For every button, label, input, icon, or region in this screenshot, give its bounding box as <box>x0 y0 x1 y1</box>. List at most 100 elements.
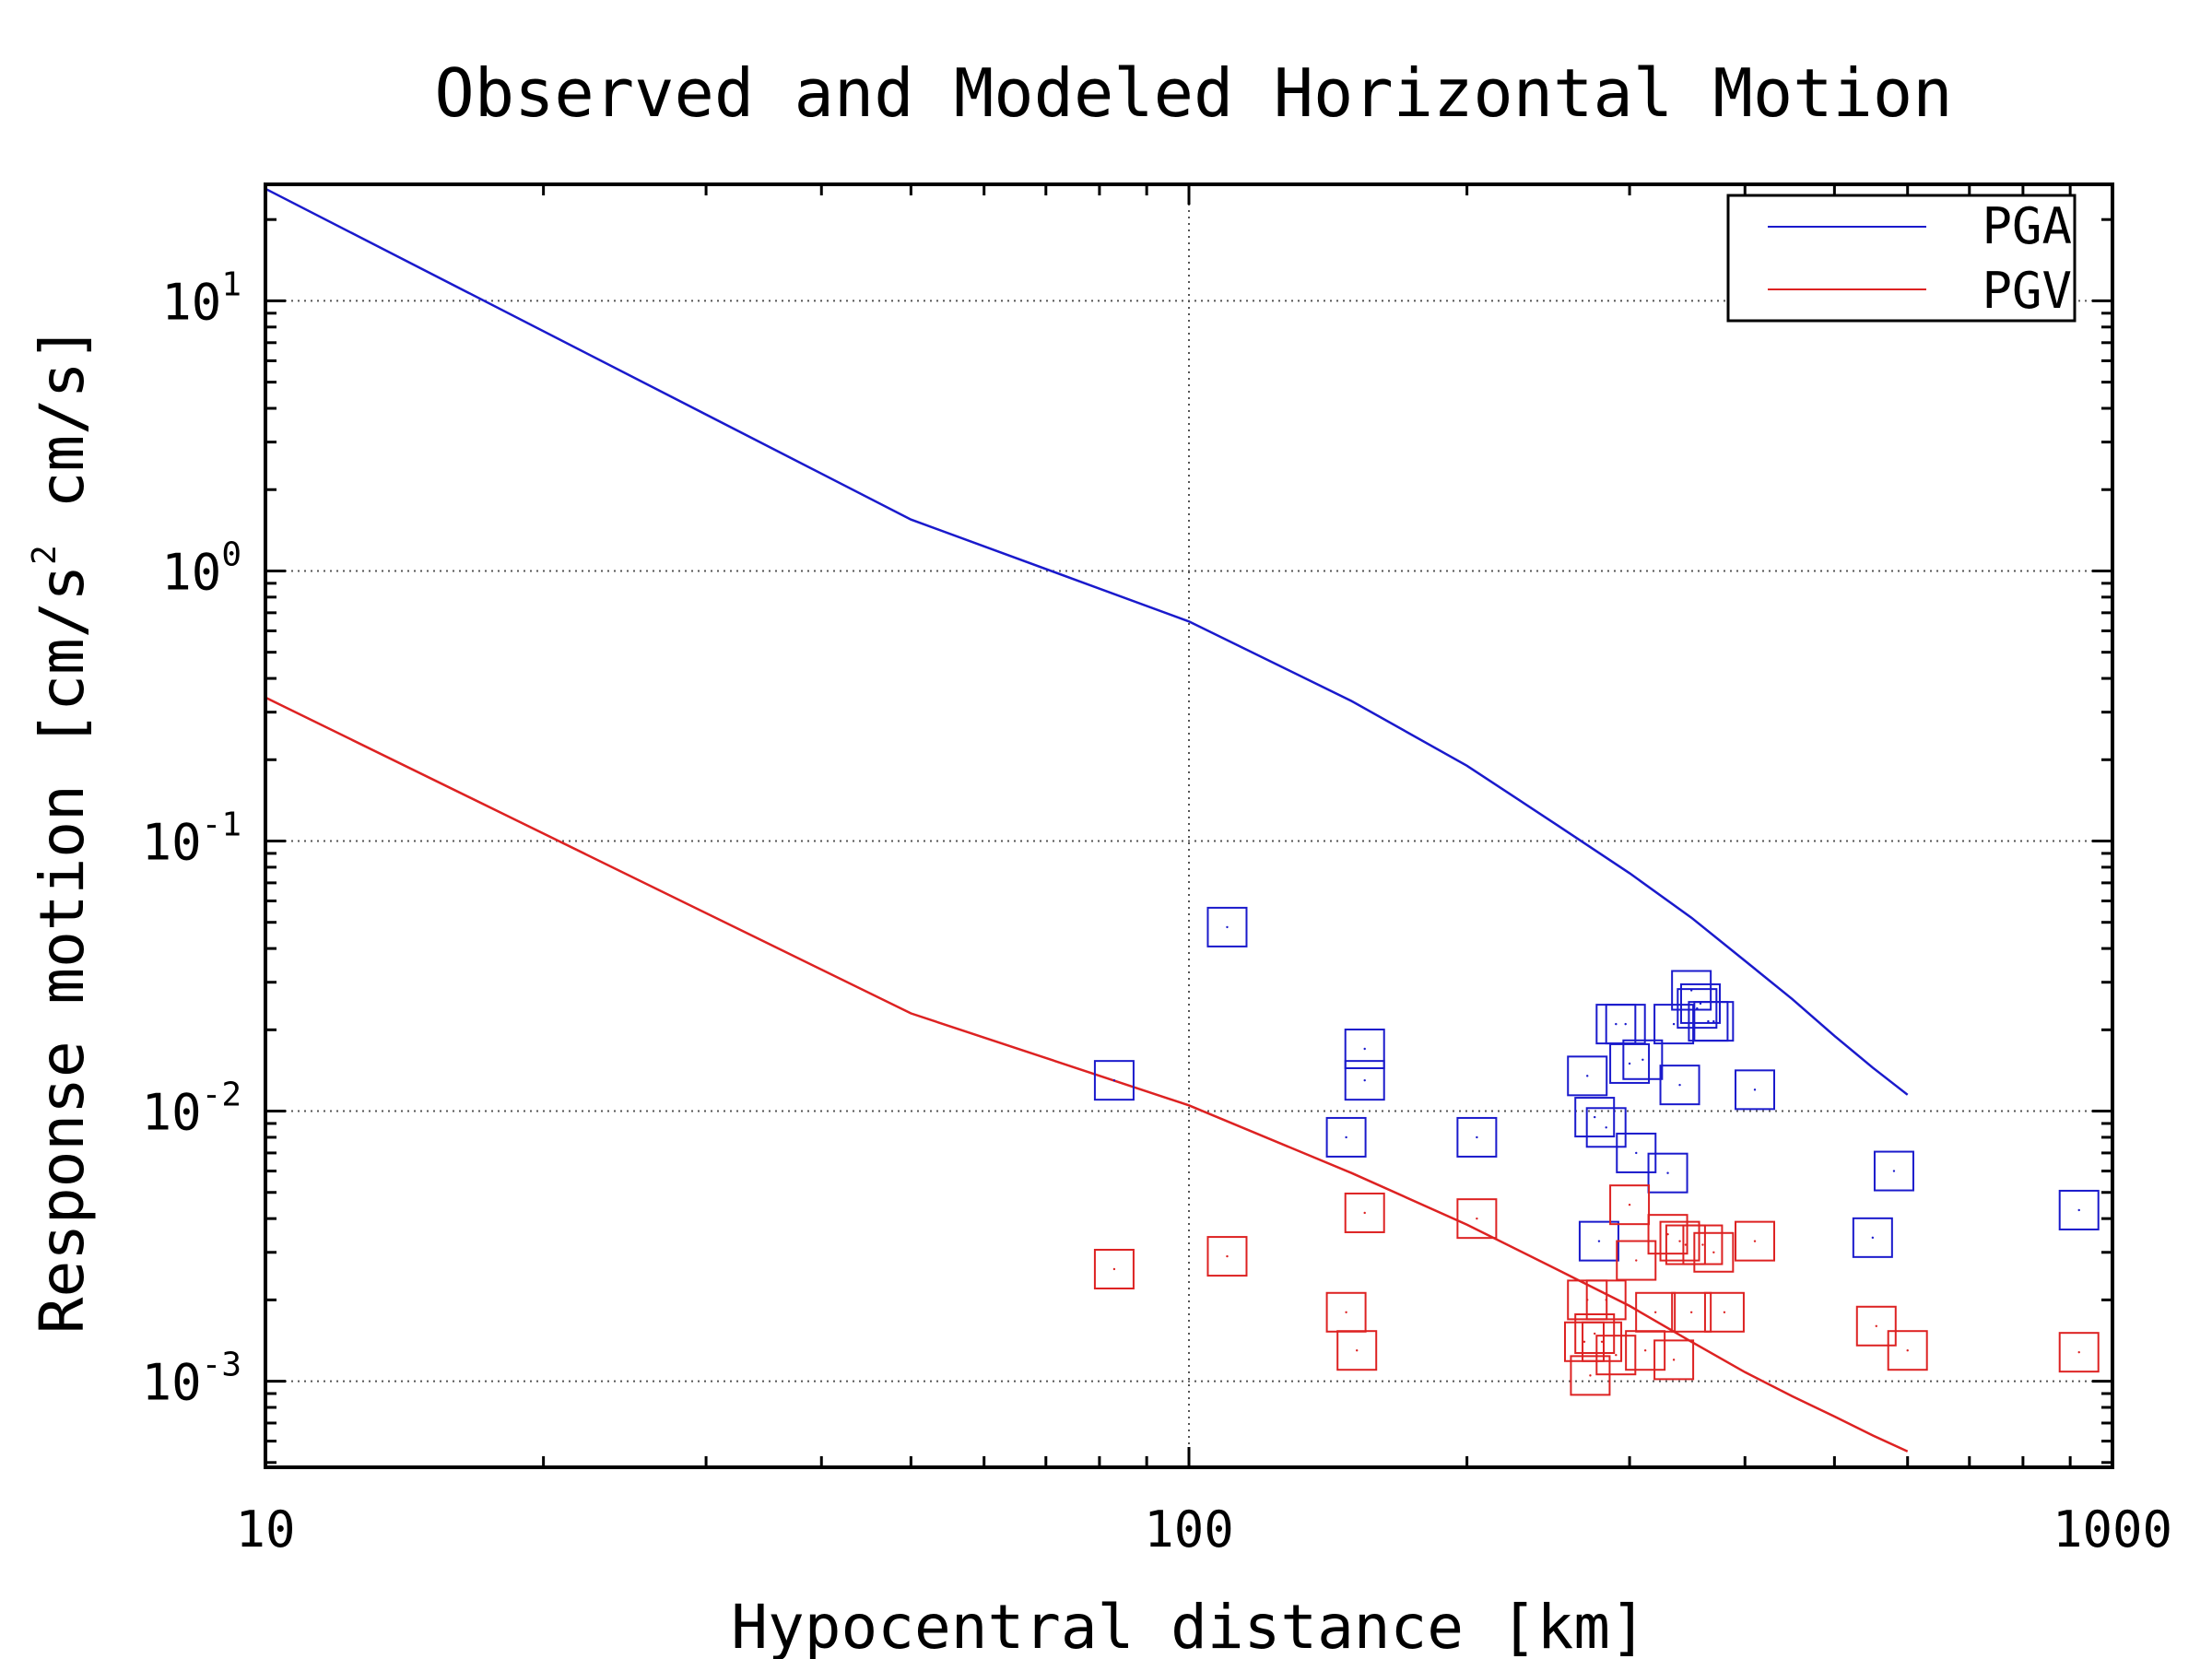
point-center-pgv <box>1689 1311 1693 1313</box>
point-center-pga <box>1628 1062 1631 1065</box>
point-center-pga <box>1672 1022 1676 1026</box>
point-center-pgv <box>1635 1259 1638 1262</box>
point-pga <box>1344 1060 1385 1101</box>
point-pga <box>1693 1001 1735 1042</box>
point-pgv <box>1574 1312 1616 1354</box>
point-center-pgv <box>1672 1359 1676 1361</box>
point-pgv <box>1659 1220 1700 1262</box>
point-center-pga <box>1363 1078 1366 1082</box>
point-pgv <box>1456 1198 1498 1240</box>
point-center-pga <box>1615 1022 1618 1026</box>
y-axis-label-sup: 2 <box>26 545 64 565</box>
point-center-pga <box>1753 1088 1757 1091</box>
point-center-pgv <box>1666 1232 1669 1236</box>
point-pga <box>1735 1069 1776 1111</box>
point-pgv <box>1671 1291 1712 1333</box>
point-pga <box>1206 906 1248 947</box>
point-pgv <box>1344 1192 1385 1233</box>
y-axis-label-main: Response motion [cm/s <box>27 565 98 1334</box>
point-pga <box>1574 1097 1616 1138</box>
legend-label-pgv: PGV <box>1982 262 2072 320</box>
point-center-pga <box>1226 925 1229 929</box>
y-tick-exponent: 0 <box>221 535 241 573</box>
point-pga <box>1679 982 1721 1024</box>
point-center-pga <box>1476 1135 1478 1139</box>
point-pga <box>1677 988 1718 1030</box>
point-pgv <box>1582 1321 1623 1362</box>
legend-label-pga: PGA <box>1982 197 2072 255</box>
y-tick-exponent: -3 <box>202 1347 241 1384</box>
point-center-pgv <box>1345 1311 1347 1313</box>
point-center-pgv <box>1226 1254 1229 1258</box>
point-center-pga <box>1871 1236 1875 1240</box>
point-center-pga <box>1712 1019 1715 1023</box>
x-tick-label: 1000 <box>2053 1500 2172 1559</box>
point-center-pgv <box>1589 1374 1592 1377</box>
point-center-pga <box>1594 1115 1596 1119</box>
point-center-pgv <box>1875 1324 1877 1327</box>
point-center-pga <box>1892 1170 1896 1172</box>
point-center-pgv <box>1906 1348 1909 1352</box>
grid <box>265 184 2112 1467</box>
point-pgv <box>1616 1240 1657 1281</box>
point-pgv <box>2058 1332 2100 1373</box>
point-center-pga <box>1597 1240 1601 1242</box>
chart-title: Observed and Modeled Horizontal Motion <box>434 54 1952 132</box>
point-center-pga <box>1666 1171 1669 1174</box>
point-pga <box>1325 1116 1367 1158</box>
x-tick-label: 100 <box>1144 1500 1234 1559</box>
point-pga <box>1659 1065 1700 1106</box>
y-tick-base: 10 <box>161 543 221 601</box>
point-pgv <box>1585 1279 1627 1321</box>
point-pga <box>2058 1189 2100 1230</box>
point-center-pga <box>1696 1006 1699 1010</box>
point-pga <box>1585 1107 1627 1148</box>
point-center-pgv <box>1476 1217 1478 1220</box>
point-center-pgv <box>1628 1203 1631 1206</box>
y-axis-label-tail: cm/s] <box>27 325 98 545</box>
point-center-pga <box>1363 1047 1366 1051</box>
point-pga <box>1344 1029 1385 1070</box>
y-tick-exponent: 1 <box>221 265 241 303</box>
model-curves <box>265 187 1909 1453</box>
point-pga <box>1647 1152 1688 1194</box>
point-pgv <box>1887 1330 1928 1371</box>
point-pgv <box>1635 1291 1677 1333</box>
point-pgv <box>1609 1184 1651 1226</box>
point-pgv <box>1735 1220 1776 1262</box>
point-center-pgv <box>1678 1240 1681 1242</box>
point-pga <box>1671 970 1712 1011</box>
point-center-pga <box>1586 1075 1589 1077</box>
point-pga <box>1609 1042 1651 1084</box>
y-tick-base: 10 <box>161 273 221 331</box>
point-pga <box>1653 1004 1695 1045</box>
point-center-pgv <box>1653 1311 1657 1313</box>
point-center-pga <box>1624 1022 1627 1026</box>
point-center-pgv <box>2077 1350 2080 1354</box>
point-pga <box>1456 1116 1498 1158</box>
point-pga <box>1852 1217 1893 1258</box>
point-pgv <box>1703 1291 1745 1333</box>
curve-pga <box>265 187 1909 1096</box>
observed-points <box>1093 906 2100 1396</box>
point-pga <box>1567 1055 1608 1097</box>
point-center-pga <box>1112 1078 1116 1082</box>
point-pgv <box>1336 1330 1378 1371</box>
point-pgv <box>1653 1339 1695 1381</box>
point-center-pga <box>1605 1126 1607 1129</box>
point-center-pgv <box>1723 1311 1726 1313</box>
legend: PGA PGV <box>1726 194 2077 323</box>
y-tick-exponent: -2 <box>202 1077 241 1114</box>
y-tick-exponent: -1 <box>202 806 241 843</box>
y-tick-base: 10 <box>142 813 202 871</box>
point-center-pga <box>1635 1151 1638 1155</box>
point-pgv <box>1093 1248 1135 1289</box>
y-tick-base: 10 <box>142 1084 202 1142</box>
point-center-pgv <box>1753 1240 1757 1242</box>
point-center-pga <box>1641 1058 1644 1061</box>
point-center-pga <box>2077 1208 2080 1212</box>
point-center-pgv <box>1605 1299 1607 1301</box>
point-center-pgv <box>1615 1353 1618 1357</box>
legend-box <box>1726 194 2077 323</box>
y-tick-label: 100 <box>161 535 241 601</box>
